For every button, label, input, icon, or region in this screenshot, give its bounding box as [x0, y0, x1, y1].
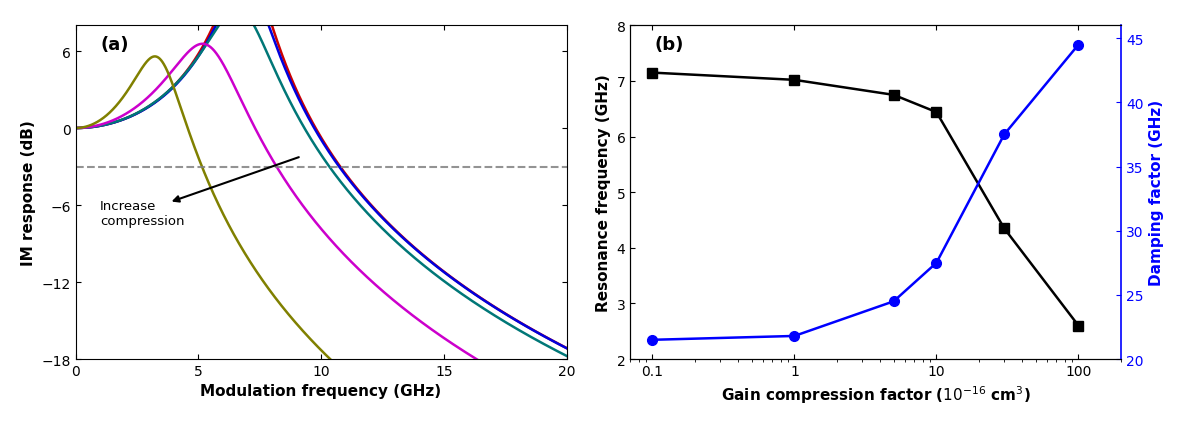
Y-axis label: Resonance frequency (GHz): Resonance frequency (GHz)	[596, 74, 611, 311]
Y-axis label: Damping factor (GHz): Damping factor (GHz)	[1149, 100, 1164, 285]
X-axis label: Gain compression factor ($10^{-16}$ cm$^3$): Gain compression factor ($10^{-16}$ cm$^…	[720, 383, 1031, 405]
Text: (b): (b)	[655, 36, 684, 54]
Text: Increase
compression: Increase compression	[101, 200, 185, 228]
X-axis label: Modulation frequency (GHz): Modulation frequency (GHz)	[200, 383, 442, 399]
Text: (a): (a)	[101, 36, 129, 54]
Y-axis label: IM response (dB): IM response (dB)	[21, 120, 36, 265]
